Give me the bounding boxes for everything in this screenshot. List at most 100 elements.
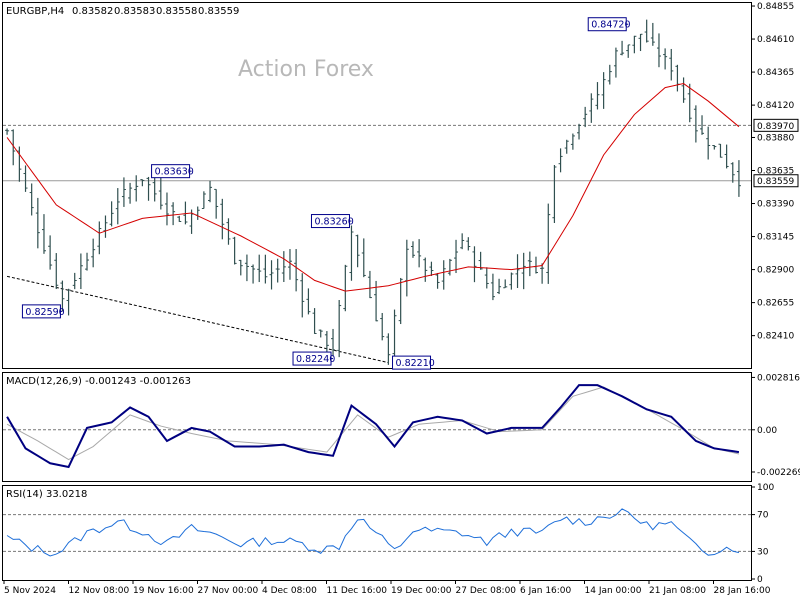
time-tick-label: 19 Nov 16:00: [133, 586, 194, 596]
price-bar: [11, 129, 16, 166]
price-bar: [66, 288, 71, 316]
price-bar: [17, 146, 22, 182]
price-bar: [41, 214, 46, 254]
price-bar: [533, 256, 538, 274]
price-bar: [300, 273, 305, 318]
price-bar: [183, 201, 188, 225]
price-bar: [121, 177, 126, 207]
ohlc-close: 0.83559: [198, 6, 239, 17]
price-tick-label: 0.83880: [757, 133, 794, 143]
price-bar: [656, 33, 661, 68]
price-bar: [171, 202, 176, 226]
time-tick-label: 27 Dec 08:00: [456, 586, 517, 596]
price-bar: [226, 218, 231, 245]
price-bar: [454, 239, 459, 274]
price-bar: [601, 72, 606, 109]
level-price-tag: 0.83970: [757, 122, 794, 132]
annotation-label: 0.82590: [25, 307, 64, 318]
price-bar: [681, 77, 686, 103]
price-bar: [404, 239, 409, 297]
price-tick-label: 0.84365: [757, 68, 794, 78]
price-bar: [650, 22, 655, 46]
price-bar: [417, 239, 422, 268]
price-bar: [244, 254, 249, 282]
price-bar: [607, 64, 612, 85]
time-tick-label: 28 Jan 16:00: [714, 586, 771, 596]
price-bar: [35, 197, 40, 249]
price-bar: [48, 235, 53, 270]
price-bar: [589, 93, 594, 123]
price-bar: [663, 48, 668, 70]
price-bar: [497, 278, 502, 295]
price-bar: [398, 277, 403, 325]
price-bar: [91, 238, 96, 268]
price-bar: [724, 144, 729, 169]
price-bar: [386, 333, 391, 365]
price-bar: [146, 176, 151, 201]
macd-tick-label: 0.00: [757, 426, 777, 436]
symbol-label: EURGBP,H4: [6, 6, 64, 17]
price-bar: [718, 143, 723, 158]
rsi-tick-label: 100: [757, 483, 774, 493]
ohlc-open: 0.83582: [72, 6, 113, 17]
price-bar: [644, 19, 649, 43]
price-bar: [460, 233, 465, 250]
time-tick-label: 21 Jan 08:00: [649, 586, 706, 596]
price-bar: [251, 264, 256, 284]
macd-signal-line: [6, 386, 740, 461]
price-bar: [693, 105, 698, 143]
price-bar: [318, 329, 323, 338]
watermark: Action Forex: [238, 57, 374, 82]
rsi-tick-label: 30: [757, 547, 769, 557]
price-bar: [620, 40, 625, 56]
price-bar: [220, 198, 225, 240]
price-bar: [632, 35, 637, 54]
annotation-box: [392, 355, 432, 370]
price-bar: [306, 288, 311, 315]
time-tick-label: 5 Nov 2024: [4, 586, 56, 596]
price-bar: [275, 258, 280, 283]
price-bar: [115, 188, 120, 225]
annotation-box: [587, 17, 627, 32]
price-bar: [214, 188, 219, 219]
time-tick-label: 6 Jan 16:00: [520, 586, 572, 596]
price-bar: [466, 237, 471, 251]
price-bar: [164, 192, 169, 226]
price-bar: [97, 221, 102, 255]
price-bar: [208, 180, 213, 203]
price-bar: [484, 267, 489, 289]
price-bar: [331, 328, 336, 357]
price-bar: [367, 270, 372, 299]
price-bar: [472, 246, 477, 283]
price-bar: [441, 260, 446, 290]
price-bar: [5, 128, 10, 135]
price-bar: [730, 162, 735, 183]
price-bar: [103, 215, 108, 238]
price-bar: [515, 254, 520, 289]
price-bar: [78, 253, 83, 290]
price-bar: [552, 165, 557, 223]
price-bar: [706, 126, 711, 160]
price-bar: [128, 182, 133, 204]
price-bar: [527, 251, 532, 277]
price-bar: [361, 238, 366, 278]
price-bar: [158, 176, 163, 210]
price-bar: [478, 251, 483, 270]
price-bar: [435, 272, 440, 289]
price-bar: [349, 225, 354, 281]
price-tick-label: 0.83390: [757, 200, 794, 210]
macd-line: [6, 384, 740, 469]
price-bar: [257, 254, 262, 283]
price-bar: [23, 165, 28, 192]
rsi-panel-frame: [2, 485, 752, 581]
rsi-line: [6, 508, 740, 557]
price-bar: [177, 215, 182, 222]
current-price-tag: 0.83559: [757, 177, 794, 187]
annotation-box: [21, 304, 61, 319]
price-bar: [546, 203, 551, 284]
price-bar: [294, 249, 299, 292]
price-bar: [60, 280, 65, 312]
macd-tick-label: 0.002816: [757, 373, 800, 383]
price-bar: [72, 272, 77, 290]
